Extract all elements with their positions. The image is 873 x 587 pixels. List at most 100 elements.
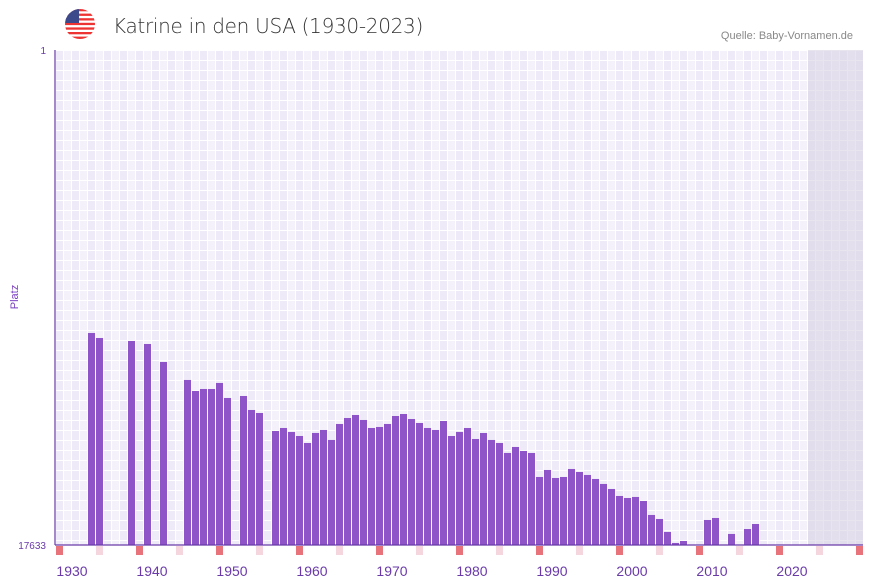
bar-1965[interactable] xyxy=(352,414,359,545)
bar-2010[interactable] xyxy=(712,517,719,545)
bar-1974[interactable] xyxy=(424,427,431,545)
year-marker-1973 xyxy=(416,546,423,555)
x-tick-2020: 2020 xyxy=(776,563,807,579)
year-marker-1983 xyxy=(496,546,503,555)
bar-1987[interactable] xyxy=(528,452,535,545)
bar-2004[interactable] xyxy=(664,531,671,545)
year-marker-1998 xyxy=(616,546,623,555)
bar-1948[interactable] xyxy=(216,382,223,545)
bar-1955[interactable] xyxy=(272,430,279,545)
y-tick-bottom: 17633 xyxy=(18,541,46,552)
bar-1989[interactable] xyxy=(544,469,551,545)
bar-1992[interactable] xyxy=(568,468,575,545)
bar-2003[interactable] xyxy=(656,518,663,545)
year-marker-2023 xyxy=(816,546,823,555)
bar-2005[interactable] xyxy=(672,542,679,545)
year-marker-1963 xyxy=(336,546,343,555)
bar-1982[interactable] xyxy=(488,439,495,545)
year-marker-1948 xyxy=(216,546,223,555)
bar-1949[interactable] xyxy=(224,397,231,545)
bar-1981[interactable] xyxy=(480,432,487,545)
bar-1967[interactable] xyxy=(368,427,375,545)
year-marker-2003 xyxy=(656,546,663,555)
bar-1976[interactable] xyxy=(440,420,447,545)
bar-1960[interactable] xyxy=(312,432,319,545)
bar-1958[interactable] xyxy=(296,435,303,545)
bar-1962[interactable] xyxy=(328,439,335,545)
bar-1956[interactable] xyxy=(280,427,287,545)
bar-1972[interactable] xyxy=(408,419,415,545)
bar-1993[interactable] xyxy=(576,471,583,545)
bar-1996[interactable] xyxy=(600,483,607,545)
bar-1999[interactable] xyxy=(624,497,631,545)
bar-1995[interactable] xyxy=(592,478,599,545)
bar-1991[interactable] xyxy=(560,476,567,545)
bar-2002[interactable] xyxy=(648,514,655,545)
y-tick-top: 1 xyxy=(40,46,46,57)
bar-2000[interactable] xyxy=(632,496,639,545)
bar-1961[interactable] xyxy=(320,429,327,545)
bar-2015[interactable] xyxy=(752,524,759,545)
year-marker-1958 xyxy=(296,546,303,555)
year-marker-2028 xyxy=(856,546,863,555)
bar-1945[interactable] xyxy=(192,390,199,545)
y-axis-label: Platz xyxy=(9,285,21,309)
bar-1973[interactable] xyxy=(416,422,423,545)
bar-1957[interactable] xyxy=(288,431,295,545)
bar-1990[interactable] xyxy=(552,477,559,545)
year-marker-1943 xyxy=(176,546,183,555)
bar-1994[interactable] xyxy=(584,474,591,545)
bar-2009[interactable] xyxy=(704,519,711,545)
x-tick-2000: 2000 xyxy=(616,563,647,579)
bar-1947[interactable] xyxy=(208,388,215,545)
bar-1963[interactable] xyxy=(336,423,343,545)
bar-1984[interactable] xyxy=(504,452,511,545)
year-marker-1953 xyxy=(256,546,263,555)
year-marker-1968 xyxy=(376,546,383,555)
future-shade xyxy=(808,50,863,545)
bar-1966[interactable] xyxy=(360,419,367,545)
year-marker-1978 xyxy=(456,546,463,555)
x-tick-1970: 1970 xyxy=(376,563,407,579)
year-marker-2018 xyxy=(776,546,783,555)
bar-1941[interactable] xyxy=(160,361,167,545)
bar-1998[interactable] xyxy=(616,495,623,545)
year-marker-1933 xyxy=(96,546,103,555)
chart-title: Katrine in den USA (1930-2023) xyxy=(113,14,423,38)
x-tick-1940: 1940 xyxy=(136,563,167,579)
bar-2012[interactable] xyxy=(728,533,735,545)
bar-1969[interactable] xyxy=(384,423,391,545)
bar-2014[interactable] xyxy=(744,528,751,545)
bar-1970[interactable] xyxy=(392,416,399,545)
bar-1932[interactable] xyxy=(88,333,95,545)
bar-1971[interactable] xyxy=(400,414,407,545)
bar-1937[interactable] xyxy=(128,340,135,545)
bar-1975[interactable] xyxy=(432,429,439,545)
source-label: Quelle: Baby-Vornamen.de xyxy=(720,30,853,42)
bar-1978[interactable] xyxy=(456,431,463,545)
bar-1979[interactable] xyxy=(464,427,471,545)
bar-1997[interactable] xyxy=(608,488,615,545)
bar-1986[interactable] xyxy=(520,450,527,545)
bar-1977[interactable] xyxy=(448,435,455,545)
year-marker-1988 xyxy=(536,546,543,555)
bar-1953[interactable] xyxy=(256,412,263,545)
bar-1983[interactable] xyxy=(496,442,503,545)
bar-1968[interactable] xyxy=(376,426,383,545)
bar-1952[interactable] xyxy=(248,409,255,545)
bar-1944[interactable] xyxy=(184,379,191,545)
bar-1964[interactable] xyxy=(344,417,351,545)
bar-2006[interactable] xyxy=(680,540,687,545)
bar-1946[interactable] xyxy=(200,388,207,545)
bar-2001[interactable] xyxy=(640,500,647,545)
bar-1985[interactable] xyxy=(512,446,519,545)
bar-1939[interactable] xyxy=(144,343,151,545)
bar-1988[interactable] xyxy=(536,476,543,545)
bar-1980[interactable] xyxy=(472,438,479,545)
bar-1933[interactable] xyxy=(96,337,103,545)
year-marker-1938 xyxy=(136,546,143,555)
bar-1951[interactable] xyxy=(240,395,247,545)
x-tick-1930: 1930 xyxy=(56,563,87,579)
bar-1959[interactable] xyxy=(304,442,311,545)
